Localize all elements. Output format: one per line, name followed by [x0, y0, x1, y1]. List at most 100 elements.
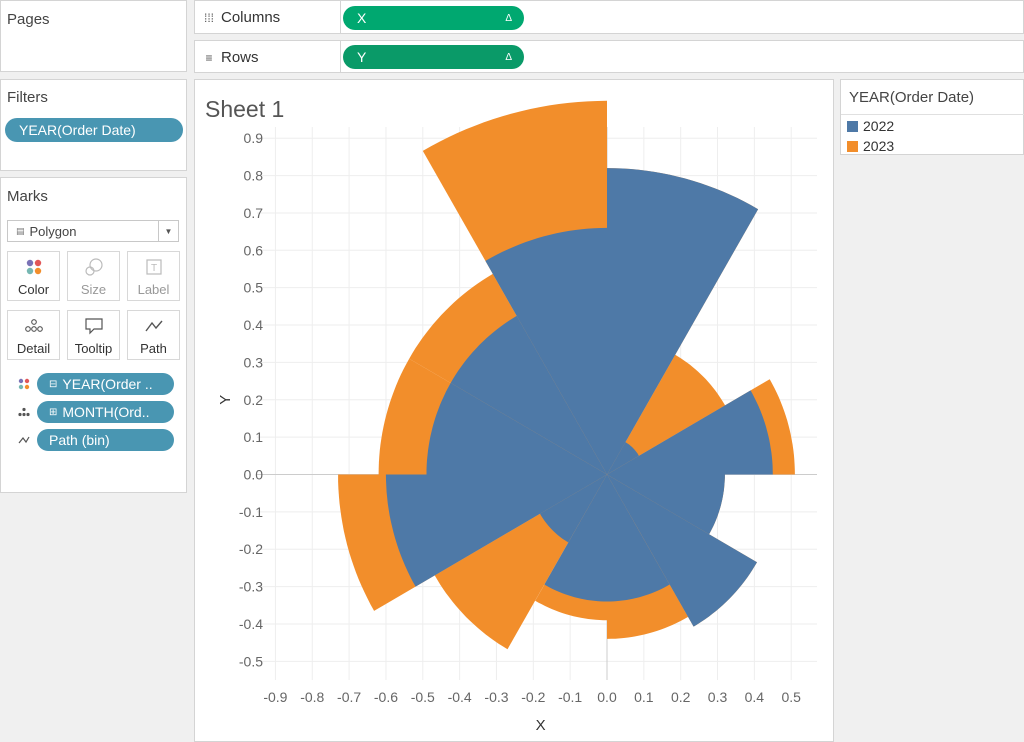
x-tick-label: -0.1 [558, 689, 582, 705]
sheet-title: Sheet 1 [205, 96, 285, 122]
legend-label: 2023 [863, 138, 895, 154]
label-icon: T [145, 252, 163, 282]
y-tick-label: 0.7 [244, 205, 264, 221]
polygon-icon: ▤ [16, 225, 25, 236]
x-tick-label: -0.6 [374, 689, 398, 705]
wedge-2022-4[interactable] [607, 474, 725, 535]
x-tick-label: 0.4 [745, 689, 765, 705]
radial-chart[interactable]: -0.9 -0.8 -0.7 -0.6 -0.5 -0.4 -0.3 -0.2 -0.1 0.0 0… [195, 80, 833, 741]
x-tick-label: 0.2 [671, 689, 691, 705]
y-tick-label: 0.0 [244, 466, 264, 482]
path-icon [144, 311, 164, 341]
rows-icon: ≡ [205, 50, 213, 65]
tooltip-label: Tooltip [74, 341, 113, 356]
detail-label: Detail [16, 341, 51, 356]
rows-pill-label: Y [357, 49, 367, 65]
detail-icon [17, 405, 31, 419]
columns-shelf: ⁞⁞⁞ Columns X Δ [194, 0, 1024, 34]
y-tick-label: 0.5 [244, 280, 264, 296]
legend-item-2022[interactable]: 2022 [847, 118, 894, 134]
wedge-2022-12[interactable] [485, 227, 607, 475]
legend-divider [841, 114, 1024, 115]
wedge-2022-3[interactable] [607, 390, 773, 475]
wedge-2022-7[interactable] [544, 474, 607, 602]
rows-pill-y[interactable]: Y Δ [343, 45, 524, 69]
wedge-2022-9[interactable] [385, 474, 607, 587]
wedge-2022-8[interactable] [540, 474, 607, 543]
detail-button[interactable]: Detail [7, 310, 60, 360]
x-tick-label: -0.5 [411, 689, 435, 705]
columns-pill-x[interactable]: X Δ [343, 6, 524, 30]
pages-panel: Pages [0, 0, 187, 72]
y-tick-label: 0.1 [244, 429, 264, 445]
y-tick-label: 0.9 [244, 130, 264, 146]
columns-pill-label: X [357, 10, 367, 26]
legend-item-2023[interactable]: 2023 [847, 138, 894, 154]
chevron-down-icon[interactable]: ▼ [158, 221, 178, 241]
mark-type-value: Polygon [29, 223, 77, 239]
size-button[interactable]: Size [67, 251, 120, 301]
y-tick-label: -0.5 [239, 653, 263, 669]
legend-panel: YEAR(Order Date) 2022 2023 [840, 79, 1024, 155]
y-tick-label: 0.4 [244, 317, 264, 333]
shelf-divider [340, 41, 341, 72]
path-button[interactable]: Path [127, 310, 180, 360]
legend-title: YEAR(Order Date) [849, 89, 975, 106]
x-tick-label: -0.8 [300, 689, 324, 705]
x-tick-label: -0.9 [263, 689, 287, 705]
legend-label: 2022 [863, 118, 895, 134]
label-button[interactable]: T Label [127, 251, 180, 301]
wedge-2022-6[interactable] [607, 474, 670, 602]
marks-pill-label: Path (bin) [49, 432, 110, 448]
detail-icon [24, 311, 44, 341]
x-tick-label: 0.3 [708, 689, 728, 705]
y-tick-label: 0.6 [244, 242, 264, 258]
expand-icon: ⊞ [49, 406, 58, 418]
wedge-2022-10[interactable] [426, 382, 608, 475]
tooltip-button[interactable]: Tooltip [67, 310, 120, 360]
tooltip-icon [84, 311, 104, 341]
color-button[interactable]: Color [7, 251, 60, 301]
marks-pill-month[interactable]: ⊞ MONTH(Ord.. [37, 401, 174, 423]
rows-shelf: ≡ Rows Y Δ [194, 40, 1024, 73]
rows-shelf-label: ≡ Rows [203, 49, 258, 66]
legend-swatch [847, 120, 858, 132]
marks-pill-label: MONTH(Ord.. [62, 404, 150, 420]
color-label: Color [17, 282, 50, 297]
x-tick-label: -0.3 [484, 689, 508, 705]
y-tick-label: -0.1 [239, 504, 263, 520]
wedge-2022-11[interactable] [450, 315, 607, 475]
y-tick-label: -0.4 [239, 616, 263, 632]
wedge-2022-1[interactable] [607, 168, 759, 475]
y-tick-label: -0.2 [239, 541, 263, 557]
y-tick-label: 0.3 [244, 354, 264, 370]
x-tick-label: 0.0 [597, 689, 617, 705]
color-icon [17, 377, 31, 391]
x-tick-label: 0.5 [781, 689, 801, 705]
size-icon [84, 252, 104, 282]
marks-title: Marks [7, 188, 48, 205]
shelf-divider [340, 1, 341, 33]
collapse-icon: ⊟ [49, 378, 58, 390]
wedge-2022-2[interactable] [607, 442, 639, 475]
delta-icon: Δ [505, 12, 512, 24]
x-axis-title: X [536, 717, 546, 734]
filters-title: Filters [7, 89, 48, 106]
delta-icon: Δ [505, 51, 512, 63]
marks-pill-label: YEAR(Order .. [62, 376, 153, 392]
mark-type-dropdown[interactable]: ▤ Polygon ▼ [7, 220, 179, 242]
y-tick-label: -0.3 [239, 579, 263, 595]
path-icon [17, 433, 31, 447]
filter-pill-year[interactable]: YEAR(Order Date) [5, 118, 183, 142]
y-axis-title: Y [217, 395, 234, 405]
marks-pill-year[interactable]: ⊟ YEAR(Order .. [37, 373, 174, 395]
legend-swatch [847, 140, 858, 152]
filter-pill-label: YEAR(Order Date) [19, 122, 136, 138]
marks-pill-path[interactable]: Path (bin) [37, 429, 174, 451]
columns-icon: ⁞⁞⁞ [203, 10, 214, 25]
sheet-panel: Sheet 1 -0.9 -0.8 -0.7 -0.6 -0.5 -0.4 -0.3 -0.2… [194, 79, 834, 742]
x-tick-label: 0.1 [634, 689, 654, 705]
wedge-2023-2[interactable] [607, 354, 726, 475]
wedge-2022-5[interactable] [607, 474, 757, 627]
x-tick-label: -0.7 [337, 689, 361, 705]
